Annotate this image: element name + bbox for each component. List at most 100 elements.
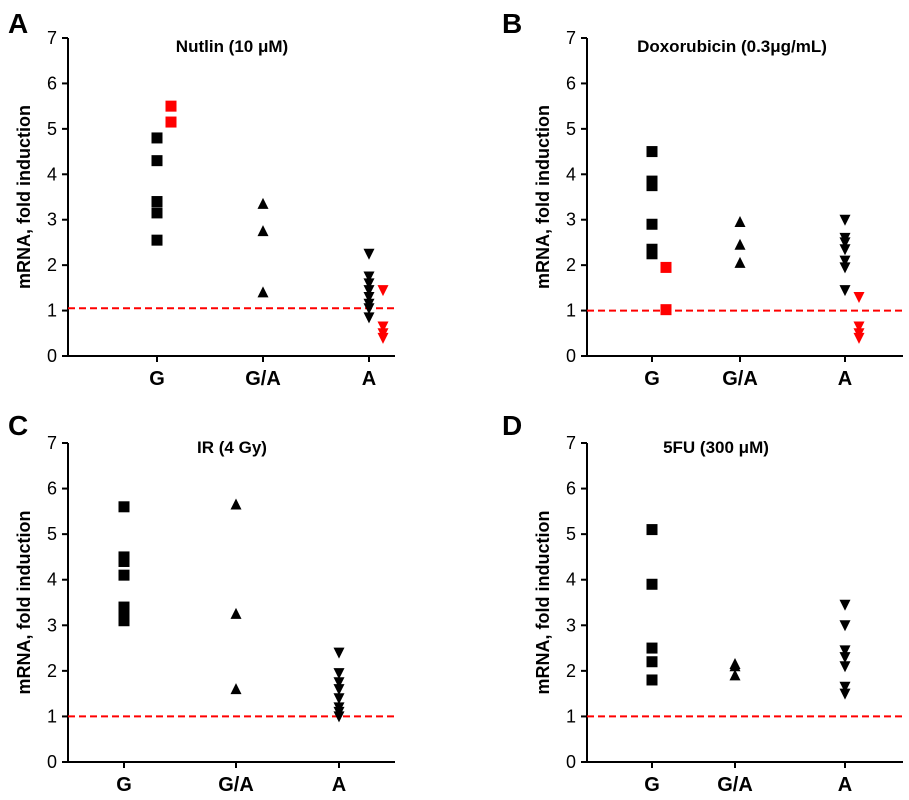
data-point-red-triangle-down [377,321,389,333]
y-tick-label: 0 [566,346,576,366]
data-point-red-triangle-down [853,291,865,303]
data-point-black-square [118,615,130,627]
x-tick-label: G [116,774,132,796]
data-point-black-square [118,606,130,618]
y-tick-label: 6 [566,479,576,499]
data-point-black-square [118,569,130,581]
y-tick-label: 3 [566,210,576,230]
data-point-black-triangle-down [839,244,851,256]
y-tick-label: 5 [47,524,57,544]
y-tick-label: 1 [566,301,576,321]
y-tick-label: 4 [47,570,57,590]
data-point-black-triangle-up [230,607,242,619]
y-tick-label: 6 [566,73,576,93]
data-point-black-triangle-down [333,668,345,680]
panel-b: B Doxorubicin (0.3μg/mL) mRNA, fold induct… [502,8,903,390]
data-point-black-square [151,196,163,208]
y-tick-label: 2 [566,661,576,681]
data-point-black-triangle-down [333,677,345,689]
y-tick-label: 2 [47,661,57,681]
x-tick-label: A [362,368,376,390]
y-tick-label: 4 [566,164,576,184]
data-point-black-triangle-down [839,285,851,297]
y-axis-label: mRNA, fold induction [533,511,553,695]
x-tick-label: A [838,368,852,390]
data-point-black-triangle-up [230,683,242,695]
y-tick-label: 0 [47,346,57,366]
data-point-black-triangle-down [839,237,851,249]
y-axis-label: mRNA, fold induction [533,105,553,289]
data-point-red-square [165,116,177,128]
data-point-black-triangle-down [363,271,375,283]
data-point-black-square [151,132,163,144]
data-point-black-square [646,578,658,590]
y-tick-label: 5 [566,119,576,139]
y-tick-label: 3 [566,615,576,635]
data-point-black-triangle-up [257,286,269,298]
x-tick-label: G [644,368,660,390]
data-point-black-triangle-down [363,291,375,303]
panel-a: A Nutlin (10 μM) mRNA, fold induction 0 1 2 3 4… [8,8,395,390]
data-point-black-triangle-up [230,498,242,510]
data-point-black-triangle-down [839,645,851,657]
data-point-black-triangle-down [363,278,375,290]
data-point-black-triangle-up [734,256,746,268]
y-axis-label: mRNA, fold induction [14,511,34,695]
data-point-black-square [646,218,658,230]
panel-letter: D [502,410,522,441]
data-point-red-square [660,304,672,316]
data-point-red-square [660,261,672,273]
data-point-black-triangle-up [729,660,741,672]
data-point-black-triangle-down [333,647,345,659]
x-tick-label: G/A [218,774,254,796]
data-point-black-square [646,146,658,158]
data-point-black-square [118,501,130,513]
data-point-black-triangle-down [839,688,851,700]
data-point-black-triangle-up [729,669,741,681]
y-tick-label: 1 [47,301,57,321]
data-point-red-triangle-down [377,285,389,297]
data-point-black-triangle-down [839,661,851,673]
data-point-black-square [646,656,658,668]
chart-title: 5FU (300 μM) [663,438,769,457]
y-tick-label: 1 [566,706,576,726]
y-tick-label: 6 [47,73,57,93]
y-tick-label: 3 [47,210,57,230]
data-point-black-triangle-down [839,262,851,274]
data-point-black-triangle-down [839,681,851,693]
x-tick-label: G/A [245,368,281,390]
panel-letter: A [8,8,28,39]
data-point-black-square [646,524,658,536]
data-point-black-triangle-down [333,684,345,696]
data-point-black-triangle-down [333,693,345,705]
x-tick-label: G/A [717,774,753,796]
data-point-black-square [151,207,163,219]
data-point-black-square [151,234,163,246]
data-point-black-triangle-down [363,285,375,297]
data-point-black-triangle-down [333,711,345,723]
panel-d: D 5FU (300 μM) mRNA, fold induction 0 1 2 3 4 5 6… [502,410,903,796]
data-point-black-triangle-up [257,225,269,237]
data-point-black-triangle-down [839,214,851,226]
y-tick-label: 4 [47,164,57,184]
x-tick-label: A [332,774,346,796]
data-point-black-triangle-down [839,652,851,664]
data-point-black-triangle-up [257,197,269,209]
data-point-black-triangle-up [734,238,746,250]
x-tick-label: G/A [722,368,758,390]
y-tick-label: 5 [566,524,576,544]
chart-title: IR (4 Gy) [197,438,267,457]
y-tick-label: 0 [47,752,57,772]
data-point-black-triangle-down [839,599,851,611]
data-point-red-triangle-down [377,332,389,344]
data-point-red-triangle-down [853,332,865,344]
data-point-black-triangle-down [839,255,851,267]
data-point-black-square [646,180,658,192]
chart-title: Nutlin (10 μM) [176,37,288,56]
data-point-black-square [646,674,658,686]
y-tick-label: 5 [47,119,57,139]
y-tick-label: 1 [47,706,57,726]
y-tick-label: 7 [566,28,576,48]
y-tick-label: 2 [47,255,57,275]
